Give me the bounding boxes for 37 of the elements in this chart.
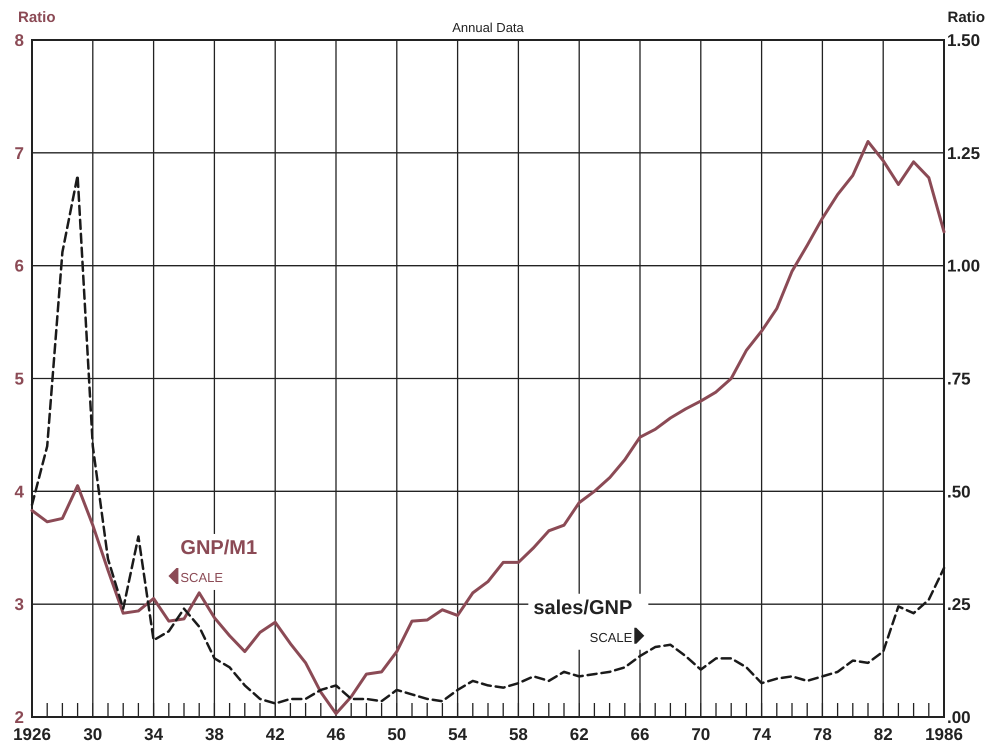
- y2-tick-label: .25: [947, 595, 971, 614]
- x-tick-label: 34: [144, 725, 164, 744]
- x-tick-label: 58: [508, 725, 528, 744]
- x-tick-label: 74: [752, 725, 772, 744]
- x-tick-label: 78: [812, 725, 832, 744]
- x-tick-label: 46: [326, 725, 346, 744]
- x-tick-label: 1986: [925, 725, 963, 744]
- y2-axis-title: Ratio: [948, 9, 985, 26]
- annotation: SCALE: [590, 630, 633, 645]
- y-tick-label: 3: [14, 595, 24, 614]
- y2-tick-label: 1.25: [947, 144, 980, 163]
- series-label: sales/GNP: [533, 596, 632, 619]
- x-tick-label: 54: [448, 725, 468, 744]
- x-tick-label: 30: [83, 725, 102, 744]
- x-tick-label: 70: [691, 725, 710, 744]
- y-tick-label: 7: [14, 144, 24, 163]
- x-tick-label: 62: [570, 725, 589, 744]
- y2-tick-label: .75: [947, 370, 971, 388]
- x-tick-label: 66: [630, 725, 650, 744]
- x-tick-label: 50: [387, 725, 406, 744]
- x-tick-label: 82: [874, 725, 893, 744]
- x-tick-label: 38: [204, 725, 224, 744]
- y-tick-label: 5: [14, 370, 24, 388]
- chart-title: Annual Data: [452, 20, 525, 35]
- x-tick-label: 42: [266, 725, 285, 744]
- y-axis-title: Ratio: [18, 9, 56, 26]
- y-tick-label: 4: [14, 482, 25, 502]
- series-label: GNP/M1: [180, 536, 258, 559]
- y2-tick-label: .00: [947, 708, 971, 727]
- y-tick-label: 8: [14, 31, 24, 50]
- y2-tick-label: .50: [947, 482, 971, 502]
- y-tick-label: 6: [14, 256, 24, 276]
- y2-tick-label: 1.00: [947, 256, 980, 276]
- y2-tick-label: 1.50: [947, 31, 980, 50]
- x-tick-label: 1926: [13, 725, 51, 744]
- annotation: SCALE: [180, 570, 224, 585]
- y-tick-label: 2: [14, 708, 24, 727]
